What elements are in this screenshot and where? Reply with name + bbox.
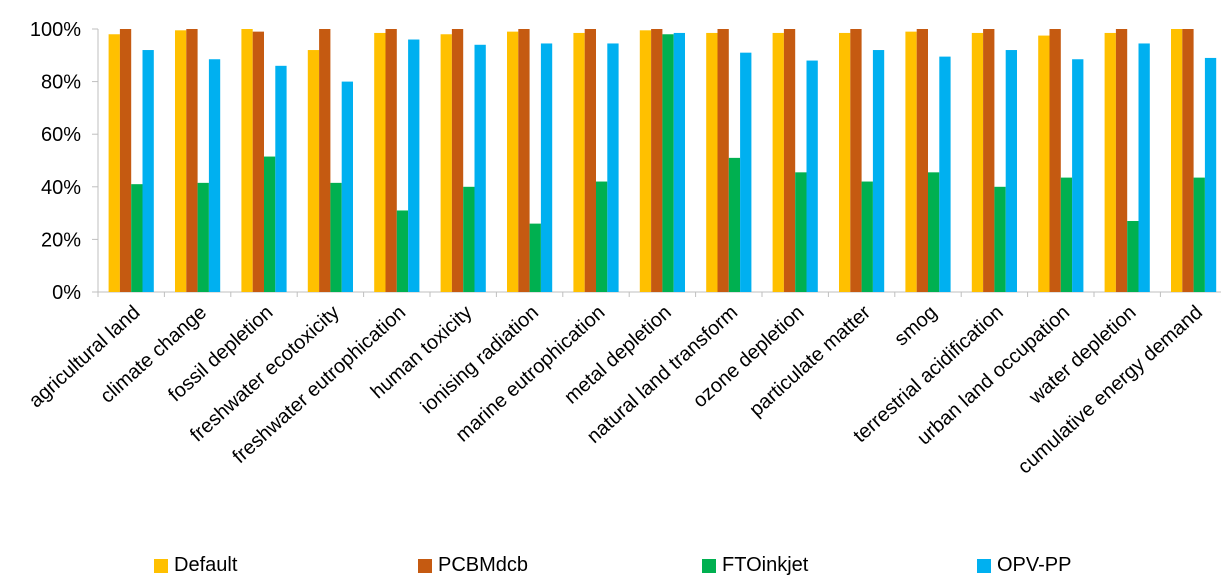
bar-ftoinkjet-9: [728, 157, 741, 292]
bar-opv-pp-7: [607, 43, 619, 293]
legend-item-ftoinkjet: FTOinkjet: [702, 554, 808, 577]
bar-ftoinkjet-5: [463, 186, 475, 292]
bar-default-7: [573, 32, 585, 292]
bar-pcbmdcb-9: [717, 29, 729, 292]
bar-opv-pp-8: [673, 32, 685, 292]
bar-ftoinkjet-1: [197, 182, 209, 292]
bar-pcbmdcb-16: [1182, 29, 1194, 292]
bar-default-5: [440, 34, 452, 292]
bar-default-4: [374, 32, 386, 292]
bar-opv-pp-11: [872, 50, 885, 292]
legend-swatch: [154, 558, 168, 573]
bar-pcbmdcb-6: [518, 29, 530, 292]
bar-opv-pp-5: [474, 44, 486, 292]
bar-ftoinkjet-8: [662, 34, 674, 292]
legend-swatch: [977, 558, 991, 573]
bar-pcbmdcb-15: [1115, 29, 1128, 292]
x-tick-label: agricultural land: [25, 301, 145, 412]
legend-label: OPV-PP: [997, 554, 1072, 576]
bar-pcbmdcb-12: [916, 29, 928, 292]
bar-opv-pp-13: [1005, 50, 1017, 292]
legend-item-default: Default: [154, 554, 237, 577]
bar-default-14: [1038, 35, 1050, 292]
bar-default-9: [706, 32, 718, 292]
bar-default-6: [507, 31, 519, 292]
legend-swatch: [418, 558, 432, 573]
bar-ftoinkjet-7: [596, 181, 608, 292]
bar-default-15: [1104, 32, 1116, 292]
bar-default-3: [307, 50, 320, 292]
y-tick-label: 100%: [30, 19, 81, 41]
bar-ftoinkjet-10: [795, 172, 807, 292]
bar-ftoinkjet-13: [994, 186, 1006, 292]
x-tick-label: particulate matter: [745, 301, 875, 421]
bar-ftoinkjet-15: [1127, 220, 1139, 292]
bar-ftoinkjet-0: [131, 184, 143, 292]
bar-pcbmdcb-5: [451, 29, 464, 292]
bar-opv-pp-12: [939, 56, 951, 292]
bar-pcbmdcb-11: [850, 29, 862, 292]
bar-ftoinkjet-12: [928, 172, 940, 292]
bar-default-11: [839, 32, 851, 292]
bar-pcbmdcb-4: [385, 29, 397, 292]
legend: Default PCBMdcb FTOinkjet OPV-PP: [0, 548, 1221, 576]
bar-opv-pp-1: [208, 59, 221, 293]
bar-opv-pp-6: [540, 43, 553, 293]
bar-default-10: [772, 32, 784, 292]
legend-label: FTOinkjet: [722, 554, 809, 576]
bar-default-16: [1171, 29, 1183, 292]
x-tick-label: smog: [890, 301, 941, 350]
bar-pcbmdcb-8: [651, 29, 663, 292]
bar-ftoinkjet-3: [330, 182, 342, 292]
bar-default-1: [175, 30, 187, 292]
bar-opv-pp-2: [275, 65, 287, 292]
legend-label: PCBMdcb: [438, 554, 529, 576]
bar-opv-pp-14: [1072, 59, 1084, 293]
bar-default-8: [639, 30, 652, 292]
bar-ftoinkjet-4: [396, 210, 409, 292]
x-tick-label: ozone depletion: [689, 301, 809, 412]
bar-ftoinkjet-14: [1060, 177, 1073, 292]
bar-opv-pp-0: [142, 50, 154, 292]
bar-pcbmdcb-13: [983, 29, 995, 292]
y-tick-label: 0%: [52, 282, 81, 304]
bar-default-13: [971, 32, 984, 292]
bar-pcbmdcb-2: [252, 31, 264, 292]
bar-default-12: [905, 31, 917, 292]
legend-swatch: [702, 558, 716, 573]
bar-opv-pp-9: [740, 52, 752, 292]
bar-default-0: [108, 34, 120, 292]
bar-default-2: [241, 29, 253, 292]
bar-pcbmdcb-3: [319, 29, 331, 292]
bar-pcbmdcb-1: [186, 29, 198, 292]
y-tick-label: 60%: [41, 124, 81, 146]
bar-opv-pp-10: [806, 60, 818, 293]
y-tick-label: 80%: [41, 72, 81, 94]
bar-pcbmdcb-10: [783, 29, 796, 292]
bar-chart-svg: 0%20%40%60%80%100%agricultural landclima…: [25, 19, 1221, 478]
bar-pcbmdcb-7: [584, 29, 596, 292]
bar-pcbmdcb-0: [119, 29, 132, 292]
bar-ftoinkjet-6: [529, 223, 541, 292]
bar-pcbmdcb-14: [1049, 29, 1061, 292]
x-tick-label: ionising radiation: [417, 301, 543, 418]
bar-opv-pp-15: [1138, 43, 1150, 293]
y-tick-label: 20%: [41, 229, 81, 251]
bar-ftoinkjet-2: [264, 156, 276, 292]
bar-opv-pp-4: [408, 39, 420, 292]
bar-opv-pp-16: [1204, 57, 1217, 293]
legend-label: Default: [174, 554, 238, 576]
legend-item-pcbmdcb: PCBMdcb: [418, 554, 528, 577]
legend-item-opv-pp: OPV-PP: [977, 554, 1071, 577]
bar-opv-pp-3: [341, 81, 353, 292]
bar-ftoinkjet-16: [1193, 177, 1205, 292]
y-tick-label: 40%: [41, 177, 81, 199]
bar-ftoinkjet-11: [861, 181, 873, 292]
